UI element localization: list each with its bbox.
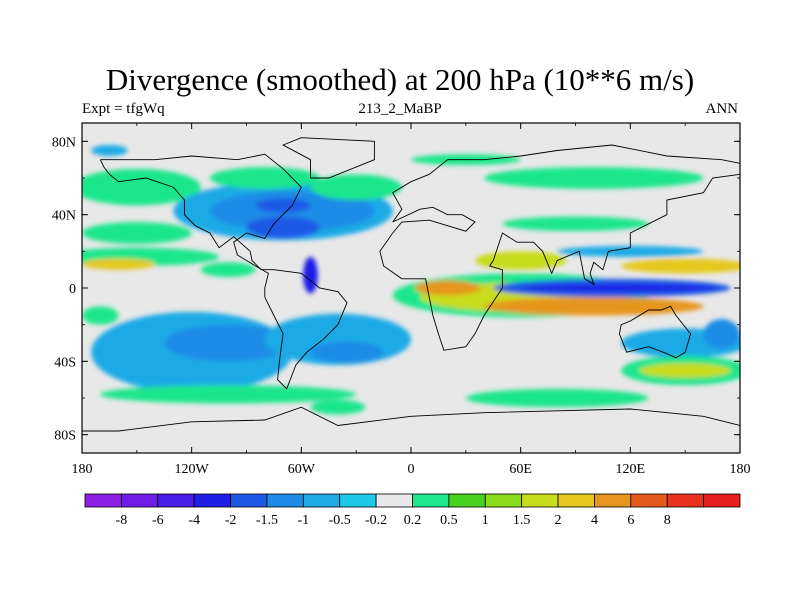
coastline (379, 144, 740, 351)
colorbar-swatch (630, 493, 668, 508)
field-blob (91, 145, 128, 156)
field-blob (209, 167, 320, 189)
field-blob (414, 280, 481, 296)
colorbar-swatch (339, 493, 377, 508)
x-tick-label: 60E (509, 462, 532, 477)
plot-title: Divergence (smoothed) at 200 hPa (10**6 … (105, 62, 695, 97)
colorbar-swatch (120, 493, 159, 508)
field-blob (520, 284, 722, 292)
x-tick-label: 180 (730, 462, 751, 477)
field-blob (484, 297, 704, 316)
colorbar-label: 4 (591, 513, 598, 528)
colorbar-swatch (484, 493, 523, 508)
colorbar-label: -8 (116, 513, 128, 528)
y-tick-label: 80S (54, 429, 76, 444)
x-tick-label: 120W (175, 462, 210, 477)
colorbar-swatch (557, 493, 595, 508)
colorbar-label: -1 (297, 513, 309, 528)
field-blob (502, 216, 649, 232)
field-blob (246, 216, 320, 239)
field-blob (100, 385, 357, 404)
colorbar-swatch (521, 493, 559, 508)
map-area[interactable] (55, 123, 750, 453)
colorbar-label: 0.2 (404, 513, 422, 528)
colorbar-label: 0.5 (440, 513, 458, 528)
y-tick-label: 80N (52, 135, 76, 150)
colorbar: -8 -6 -4 -2 -1.5 -1 -0.5 -0.2 0.2 0.5 1 1.5 2 4 6 8 (84, 493, 741, 528)
colorbar-swatch (375, 493, 413, 508)
field-blob (474, 251, 567, 270)
coastlines (82, 137, 740, 432)
colorbar-label: -0.2 (365, 513, 387, 528)
colorbar-label: 2 (555, 513, 562, 528)
y-tick-label: 40S (54, 355, 76, 370)
field-blob (82, 306, 119, 325)
colorbar-label: 6 (627, 513, 634, 528)
x-tick-label: 120E (616, 462, 646, 477)
field-blob (82, 222, 192, 244)
colorbar-swatch (448, 493, 486, 508)
coastline (99, 153, 348, 390)
field-blob (200, 262, 256, 277)
field-blob (703, 319, 740, 349)
y-tick-label: 0 (69, 282, 76, 297)
field-blob (621, 258, 740, 274)
colorbar-swatch (266, 493, 304, 508)
coastline (82, 406, 740, 432)
colorbar-label: -2 (225, 513, 237, 528)
colorbar-swatch (157, 493, 195, 508)
season-label: ANN (705, 101, 739, 117)
coastline (282, 137, 375, 179)
x-tick-label: 60W (288, 462, 316, 477)
field-blob (310, 399, 366, 415)
field-blob (465, 388, 649, 408)
divergence-field (82, 145, 740, 415)
field-blob (310, 174, 402, 201)
colorbar-label: -1.5 (256, 513, 278, 528)
field-blob (82, 168, 201, 206)
field-blob (82, 258, 156, 270)
coastline (618, 305, 692, 359)
field-blob (303, 256, 318, 294)
colorbar-label: -6 (152, 513, 164, 528)
field-blob (255, 198, 311, 213)
colorbar-label: 1.5 (513, 513, 531, 528)
x-tick-label: 180 (72, 462, 93, 477)
field-blob (164, 324, 293, 362)
field-blob (310, 341, 384, 364)
colorbar-swatch (412, 493, 450, 508)
colorbar-swatch (302, 493, 341, 508)
colorbar-label: 1 (482, 513, 489, 528)
colorbar-swatch (84, 493, 122, 508)
colorbar-swatch (703, 493, 741, 508)
field-blob (557, 245, 704, 257)
colorbar-swatch (666, 493, 705, 508)
experiment-label: Expt = tfgWq (82, 101, 165, 117)
colorbar-swatch (193, 493, 231, 508)
x-tick-label: 0 (408, 462, 415, 477)
colorbar-label: -4 (188, 513, 200, 528)
colorbar-swatch (594, 493, 632, 508)
y-tick-label: 40N (52, 209, 76, 224)
colorbar-label: -0.5 (329, 513, 351, 528)
run-label: 213_2_MaBP (358, 101, 442, 117)
colorbar-swatch (230, 493, 268, 508)
colorbar-label: 8 (664, 513, 671, 528)
field-blob (484, 167, 704, 189)
axis-ticks: 80N 40N 0 40S 80S 180 120W 60W 0 60E 120E 180 (52, 123, 751, 477)
field-blob (639, 363, 731, 378)
